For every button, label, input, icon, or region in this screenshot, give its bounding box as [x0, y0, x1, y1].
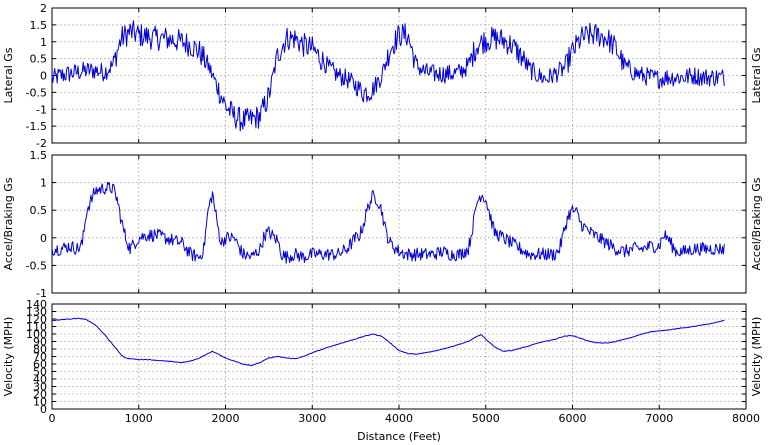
y-axis-label-left: Accel/Braking Gs [2, 177, 15, 270]
y-tick-label: 30 [33, 381, 47, 394]
y-tick-label: -2 [36, 137, 47, 150]
x-tick-label: 5000 [472, 412, 500, 425]
y-tick-label: 0.5 [30, 53, 48, 66]
y-tick-label: 40 [33, 373, 47, 386]
y-tick-label: 110 [26, 321, 47, 334]
y-tick-label: 50 [33, 366, 47, 379]
y-tick-label: 1.5 [30, 149, 48, 162]
y-tick-label: -1 [36, 103, 47, 116]
series-line [52, 317, 725, 367]
y-axis-label-right: Accel/Braking Gs [750, 177, 763, 270]
y-tick-label: -0.5 [26, 86, 47, 99]
x-tick-label: 3000 [298, 412, 326, 425]
x-tick-label: 1000 [125, 412, 153, 425]
y-tick-label: 1 [40, 177, 47, 190]
y-tick-label: 2 [40, 2, 47, 15]
y-tick-label: 10 [33, 396, 47, 409]
y-tick-label: 0 [40, 403, 47, 416]
series-line [51, 181, 725, 264]
x-tick-label: 6000 [559, 412, 587, 425]
accel-braking-gs-panel: -1 -0.5 0 0.5 1 1.5 Accel/Braking Gs Accel/Brak… [2, 149, 763, 300]
y-axis-label-right: Lateral Gs [750, 47, 763, 103]
y-axis-label-left: Velocity (MPH) [2, 317, 15, 397]
y-tick-label: 70 [33, 351, 47, 364]
x-tick-label: 0 [49, 412, 56, 425]
y-tick-label: -0.5 [26, 259, 47, 272]
y-tick-label: 130 [26, 306, 47, 319]
y-tick-label: 0.5 [30, 204, 48, 217]
y-tick-label: 90 [33, 336, 47, 349]
x-axis-label: Distance (Feet) [357, 430, 441, 443]
y-tick-label: 1 [40, 36, 47, 49]
velocity-panel: 0 1000 2000 3000 4000 5000 6000 7000 8000 0102030… [2, 298, 763, 425]
y-tick-label: 20 [33, 388, 47, 401]
series-line [51, 20, 725, 132]
y-tick-label: 60 [33, 358, 47, 371]
y-tick-label: -1 [36, 287, 47, 300]
y-tick-label: 100 [26, 328, 47, 341]
y-tick-label: 0 [40, 70, 47, 83]
y-tick-label: 140 [26, 298, 47, 311]
y-tick-label: 1.5 [30, 19, 48, 32]
lateral-gs-panel: -2 -1.5 -1 -0.5 0 0.5 1 1.5 2 Lateral Gs Lateral G… [2, 2, 763, 150]
x-tick-label: 4000 [385, 412, 413, 425]
y-tick-label: -1.5 [26, 120, 47, 133]
x-tick-label: 7000 [645, 412, 673, 425]
y-tick-label: 120 [26, 313, 47, 326]
y-tick-label: 80 [33, 343, 47, 356]
y-tick-label: 0 [40, 232, 47, 245]
x-tick-label: 2000 [212, 412, 240, 425]
y-axis-label-right: Velocity (MPH) [750, 317, 763, 397]
x-tick-label: 8000 [732, 412, 760, 425]
y-axis-label-left: Lateral Gs [2, 47, 15, 103]
